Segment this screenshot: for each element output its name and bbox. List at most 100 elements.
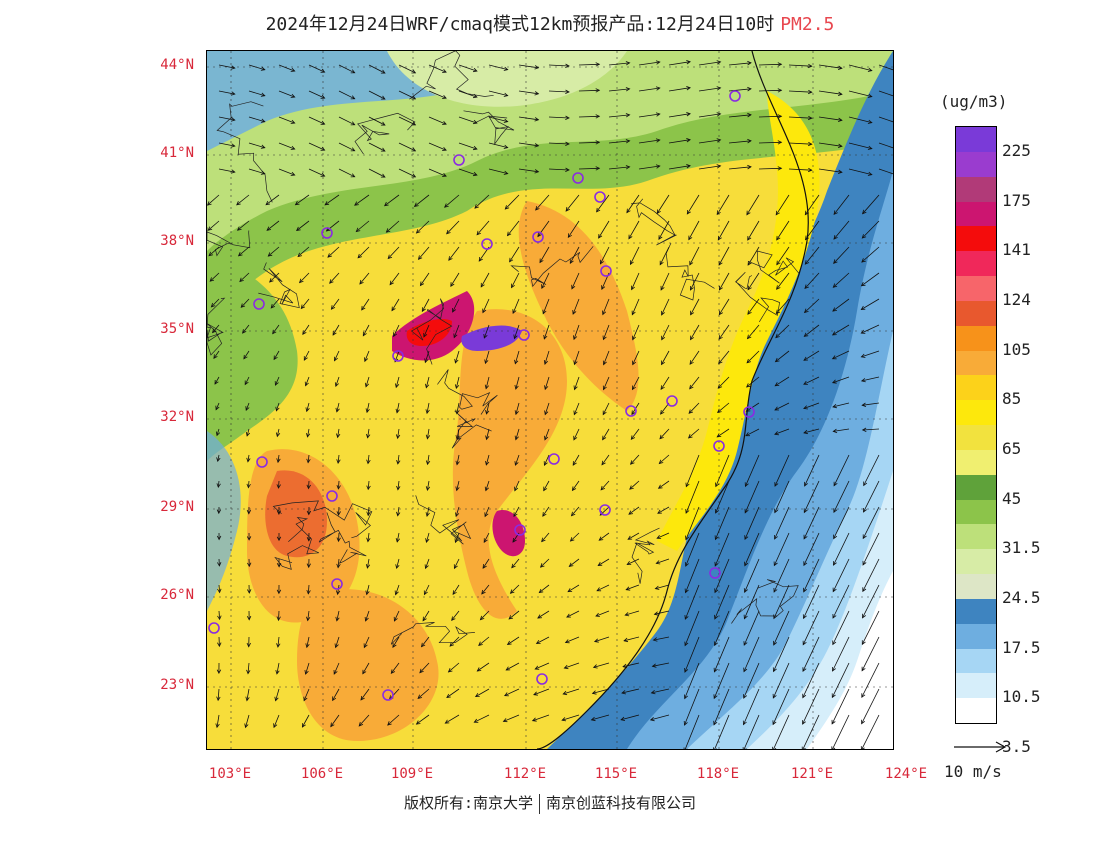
wind-vector-head [832,640,837,646]
legend-color-box [956,623,996,649]
wind-vector-head [242,329,247,334]
wind-vector-head [715,482,720,488]
wind-vector-head [595,62,601,67]
legend-color-box [956,549,996,575]
wind-vector-head [541,284,546,289]
wind-vector [398,142,416,152]
wind-vector [424,350,430,363]
wind-vector [661,350,670,365]
wind-vector-head [620,716,626,721]
wind-vector-head [661,360,666,366]
wind-vector-head [590,716,596,722]
wind-vector-head [243,354,248,360]
legend-color-box [956,574,996,600]
wind-vector [684,584,700,620]
wind-vector [248,168,265,175]
wind-vector [513,506,520,517]
longitude-tick-label: 112°E [503,766,547,782]
wind-vector [804,246,820,265]
wind-vector-head [422,616,427,622]
city-marker-icon [600,265,612,277]
wind-vector-head [777,88,783,93]
wind-vector [788,142,812,145]
wind-vector [862,532,880,566]
wind-vector-head [246,483,251,489]
wind-vector-head [544,385,549,391]
wind-vector-head [632,335,636,341]
wind-vector [511,272,520,288]
wind-vector-head [775,210,780,216]
wind-vector [878,168,893,175]
wind-vector [308,64,325,73]
wind-vector [451,610,460,621]
wind-vector [773,532,790,566]
wind-vector [685,558,700,593]
wind-vector [804,298,820,313]
wind-vector-head [483,333,488,339]
central-orange-zone [452,309,567,619]
wind-vector [861,272,880,287]
wind-vector [747,324,760,339]
wind-vector-head [601,285,606,291]
city-marker-icon [713,440,725,452]
wind-vector [541,532,550,542]
wind-vector [861,662,880,698]
wind-vector-head [359,279,364,285]
wind-vector [601,454,610,466]
wind-vector [657,506,670,514]
wind-vector [515,402,520,415]
latitude-tick-label: 35°N [160,321,194,337]
wind-vector [848,142,872,149]
wind-vector-head [276,643,281,648]
wind-vector-head [656,534,662,539]
wind-vector [744,506,760,540]
wind-vector-head [658,235,663,240]
wind-vector-head [360,695,365,701]
wind-vector [658,480,670,489]
wind-vector-head [861,234,867,239]
wind-vector [718,324,730,340]
wind-vector [278,142,295,150]
wind-vector-head [625,165,631,170]
wind-vector-head [598,233,603,239]
wind-vector-head [602,310,607,316]
wind-vector [366,402,370,413]
wind-vector-head [335,616,340,622]
wind-vector-head [306,484,311,490]
wind-vector-head [686,164,691,169]
legend-value-label: 45 [1002,488,1022,508]
wind-vector [578,167,600,170]
wind-vector [299,272,310,283]
wind-vector [481,584,490,595]
wind-vector-head [743,641,748,646]
wind-vector-head [534,665,540,670]
wind-vector [688,220,700,240]
wind-vector-head [336,563,341,569]
province-border [318,512,367,564]
wind-vector [773,636,790,672]
wind-vector-head [718,310,723,316]
wind-vector [862,428,880,431]
city-marker-icon [253,298,265,310]
wind-vector-head [513,334,518,340]
wind-vector-head [479,615,485,621]
reference-wind-label: 10 m/s [944,762,1002,781]
wind-vector [573,402,580,415]
wind-vector-head [505,666,511,671]
wind-vector [833,480,850,513]
pm25-concentration-map [207,51,893,749]
wind-vector-head [239,277,244,283]
wind-vector-head [862,587,867,593]
city-marker-icon [256,456,268,468]
wind-vector [455,532,460,543]
wind-vector-head [387,254,393,260]
legend-color-box [956,598,996,625]
wind-vector [273,714,280,728]
wind-vector-head [860,378,866,383]
wind-vector [598,532,610,541]
wind-vector-head [537,232,542,238]
wind-vector-head [655,560,661,565]
wind-vector [660,376,670,390]
wind-vector-head [774,534,778,540]
wind-vector [698,113,721,118]
